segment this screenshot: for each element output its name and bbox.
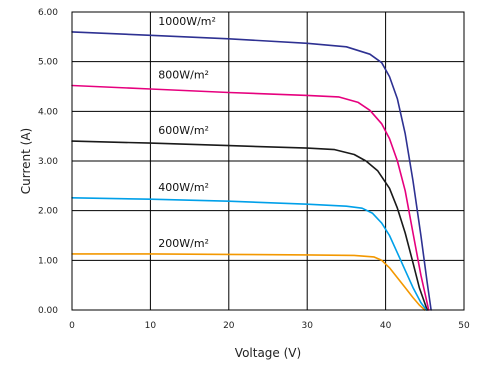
y-tick-label: 6.00 — [38, 8, 58, 18]
x-tick-label: 0 — [69, 321, 75, 331]
y-axis-label: Current (A) — [19, 128, 33, 194]
x-tick-label: 30 — [301, 321, 313, 331]
y-tick-label: 1.00 — [38, 256, 58, 266]
series-label: 1000W/m² — [158, 15, 216, 28]
x-tick-label: 50 — [458, 321, 470, 331]
y-tick-label: 3.00 — [38, 157, 58, 167]
series-line-2 — [71, 140, 428, 311]
series-line-0 — [71, 31, 432, 311]
y-tick-label: 0.00 — [38, 306, 58, 316]
series-label: 800W/m² — [158, 69, 209, 82]
y-tick-label: 5.00 — [38, 58, 58, 68]
x-axis-ticks: 0 10 20 30 40 50 — [69, 321, 470, 331]
series-line-4 — [71, 253, 426, 311]
plot-frame — [71, 11, 465, 311]
x-tick-label: 40 — [380, 321, 392, 331]
y-axis-ticks: 0.00 1.00 2.00 3.00 4.00 5.00 6.00 — [38, 8, 58, 316]
x-tick-label: 20 — [223, 321, 235, 331]
series-label: 400W/m² — [158, 181, 209, 194]
x-axis-label: Voltage (V) — [235, 346, 301, 360]
grid — [71, 11, 465, 311]
y-tick-label: 2.00 — [38, 207, 58, 217]
series-line-1 — [71, 84, 430, 311]
series-label: 200W/m² — [158, 237, 209, 250]
series-labels: 1000W/m² 800W/m² 600W/m² 400W/m² 200W/m² — [158, 15, 216, 250]
plot-series — [71, 31, 432, 311]
series-label: 600W/m² — [158, 124, 209, 137]
series-line-3 — [71, 197, 428, 311]
x-tick-label: 10 — [145, 321, 157, 331]
y-tick-label: 4.00 — [38, 107, 58, 117]
